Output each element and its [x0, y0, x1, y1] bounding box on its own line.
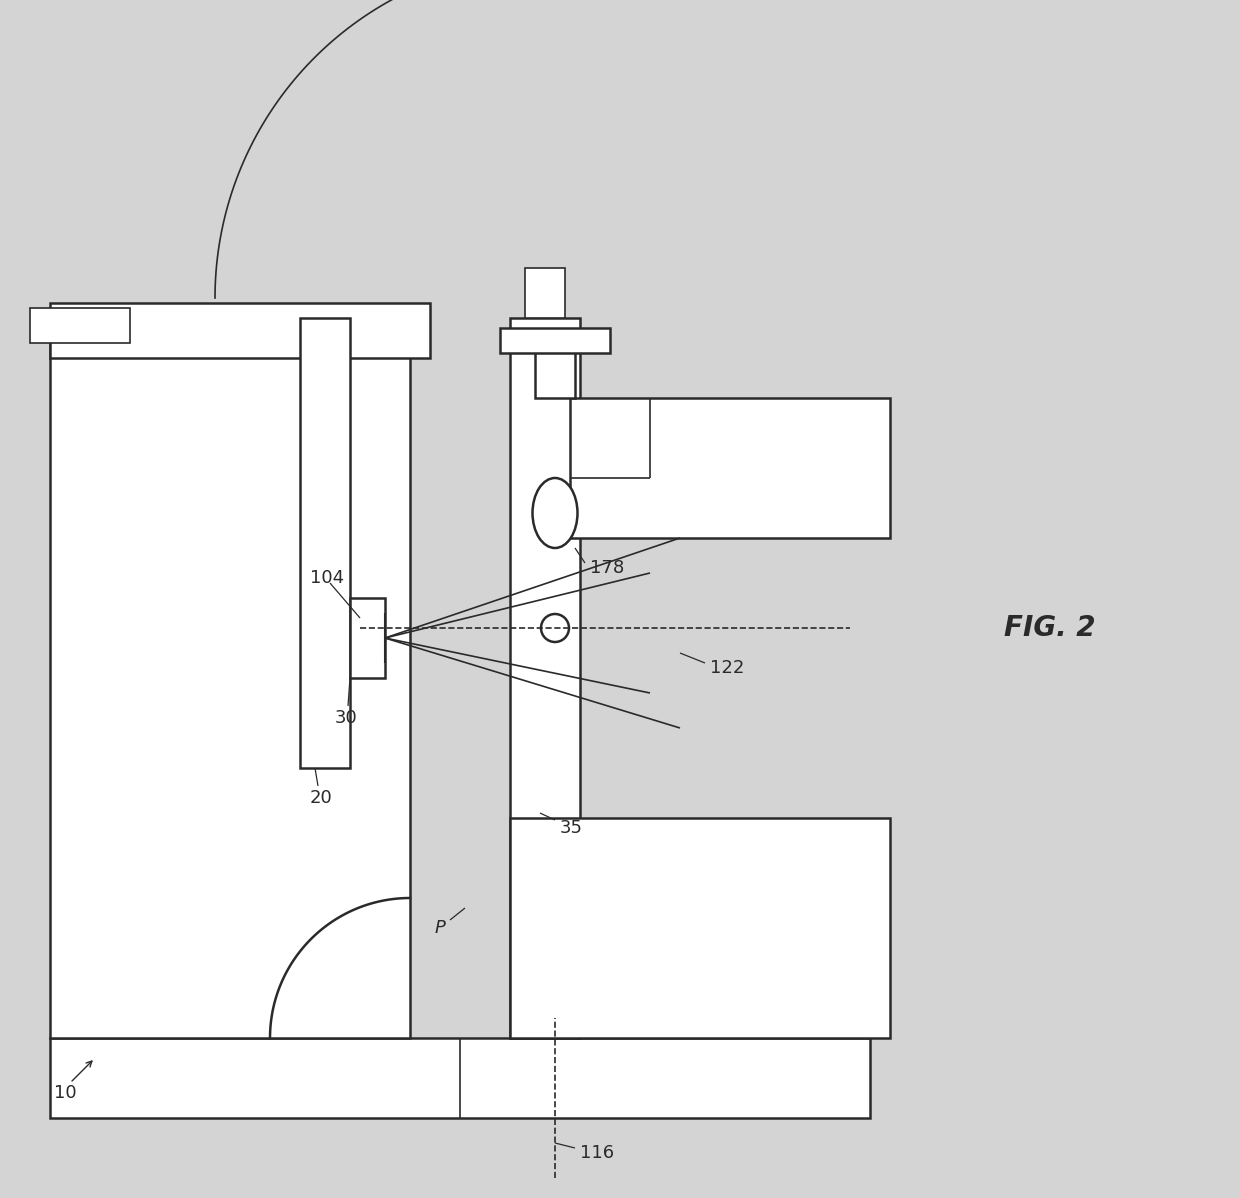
Text: 178: 178	[590, 559, 624, 577]
Text: 104: 104	[310, 569, 345, 587]
Text: 30: 30	[335, 709, 358, 727]
Bar	[525, 268, 565, 317]
Bar	[534, 347, 575, 398]
Bar	[30, 308, 130, 343]
Text: 116: 116	[580, 1144, 614, 1162]
Bar	[570, 398, 890, 538]
Bar	[510, 818, 890, 1037]
Text: 122: 122	[711, 659, 744, 677]
Text: P: P	[434, 919, 445, 937]
Bar	[50, 1037, 870, 1118]
Text: 35: 35	[560, 819, 583, 837]
Bar	[50, 303, 430, 358]
Text: 10: 10	[53, 1084, 77, 1102]
Bar	[510, 317, 580, 1037]
Bar	[300, 317, 350, 768]
Bar	[500, 328, 610, 353]
Ellipse shape	[532, 478, 578, 547]
Text: 20: 20	[310, 789, 332, 807]
Bar	[350, 598, 384, 678]
Text: FIG. 2: FIG. 2	[1004, 615, 1096, 642]
Bar	[50, 317, 410, 1037]
